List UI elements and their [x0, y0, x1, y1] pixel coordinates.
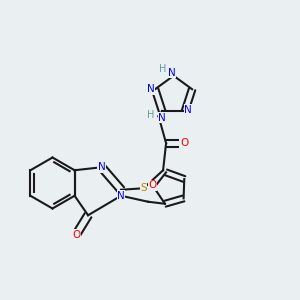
- Text: O: O: [148, 180, 157, 190]
- Text: O: O: [72, 230, 80, 240]
- Text: O: O: [180, 138, 188, 148]
- Text: S: S: [140, 183, 147, 193]
- Text: N: N: [147, 84, 154, 94]
- Text: N: N: [158, 113, 166, 123]
- Text: N: N: [184, 104, 192, 115]
- Text: N: N: [98, 162, 106, 172]
- Text: N: N: [117, 191, 125, 201]
- Text: H: H: [147, 110, 155, 120]
- Text: N: N: [168, 68, 176, 78]
- Text: H: H: [159, 64, 167, 74]
